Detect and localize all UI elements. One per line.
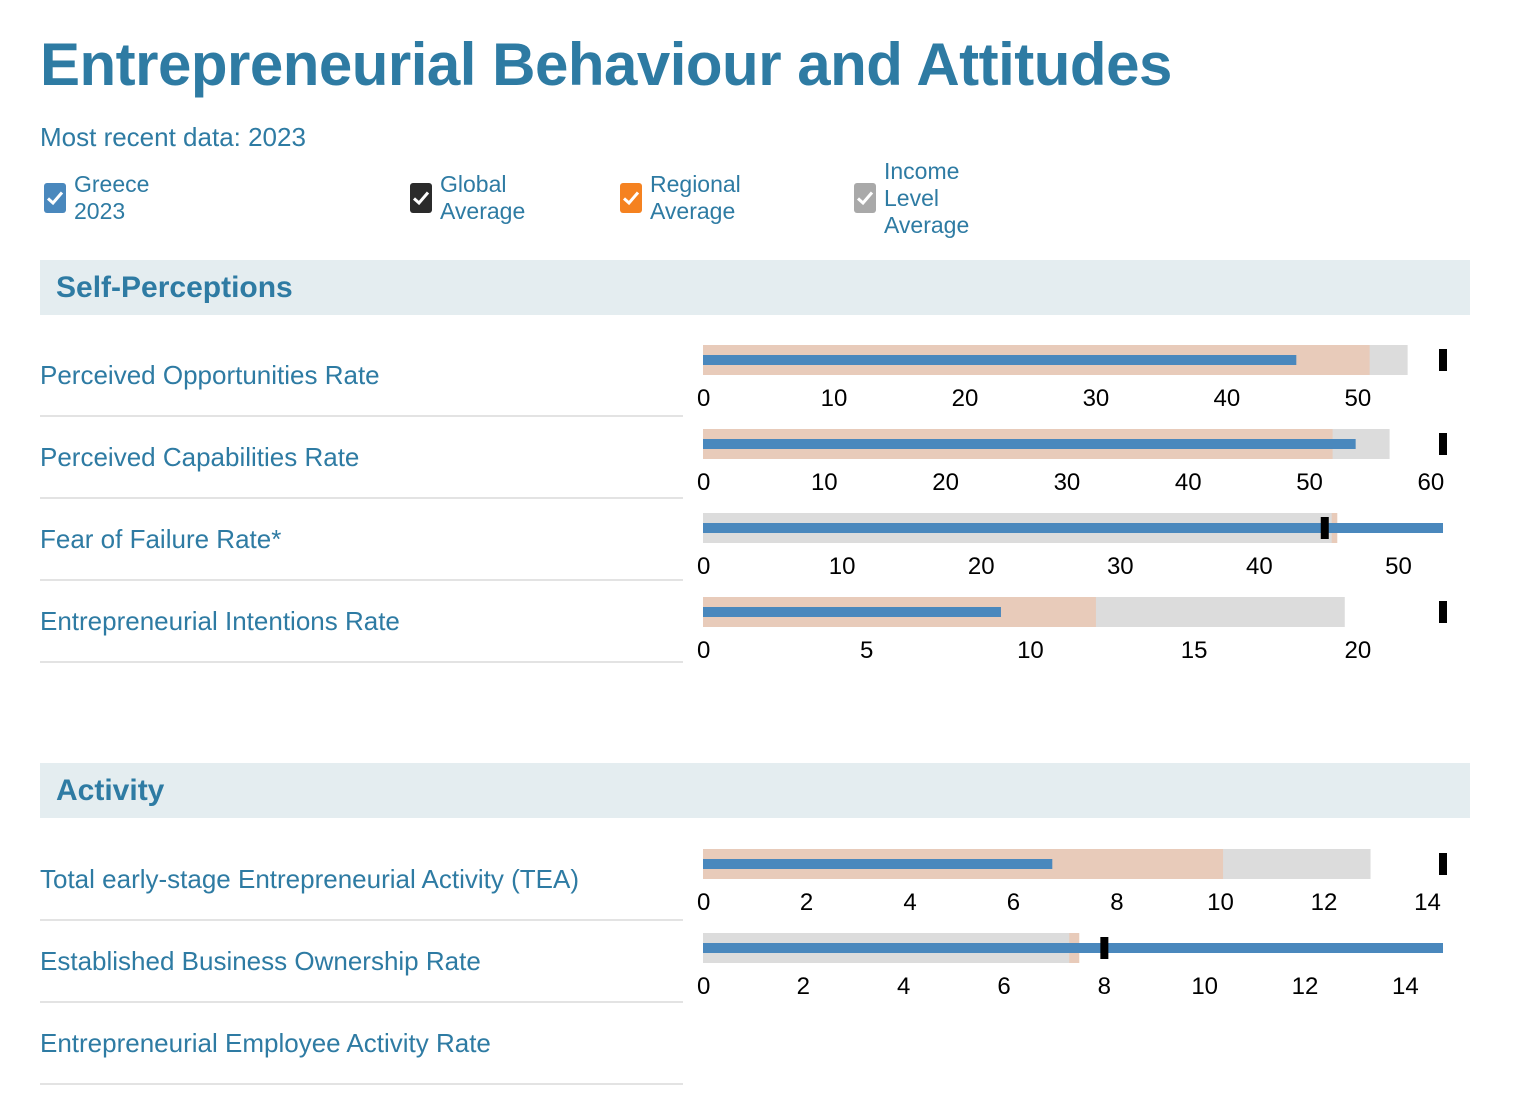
- metric-label[interactable]: Entrepreneurial Employee Activity Rate: [40, 1028, 491, 1058]
- axis-tick-label: 50: [1385, 553, 1412, 580]
- global-average-marker: [1439, 433, 1447, 455]
- page-title: Entrepreneurial Behaviour and Attitudes: [40, 31, 1172, 98]
- axis-tick-label: 0: [697, 973, 710, 1000]
- axis-tick-label: 10: [829, 553, 856, 580]
- legend-income-toggle[interactable]: Income Level Average: [854, 158, 977, 238]
- country-value-bar: [703, 439, 1356, 449]
- row-divider: [40, 661, 683, 663]
- axis-tick-label: 10: [1207, 889, 1234, 916]
- row-divider: [40, 1001, 683, 1003]
- row-divider: [40, 919, 683, 921]
- axis-tick-label: 5: [860, 637, 873, 664]
- checkbox-icon[interactable]: [410, 183, 432, 213]
- metric-label[interactable]: Fear of Failure Rate*: [40, 524, 282, 554]
- axis-tick-label: 50: [1296, 469, 1323, 496]
- country-value-bar: [703, 355, 1297, 365]
- axis-tick-label: 15: [1181, 637, 1208, 664]
- axis-tick-label: 2: [800, 889, 813, 916]
- section-title: Self-Perceptions: [56, 271, 293, 304]
- global-average-marker: [1439, 349, 1447, 371]
- axis-tick-label: 30: [1054, 469, 1081, 496]
- axis-tick-label: 8: [1110, 889, 1123, 916]
- legend-greece-toggle[interactable]: Greece 2023: [44, 171, 157, 224]
- row-divider: [40, 1083, 683, 1085]
- axis-tick-label: 40: [1214, 385, 1241, 412]
- axis-tick-label: 40: [1175, 469, 1202, 496]
- country-value-bar: [703, 607, 1001, 617]
- row-divider: [40, 497, 683, 499]
- section-header-activity: Activity: [40, 763, 1470, 818]
- metric-label[interactable]: Perceived Capabilities Rate: [40, 442, 360, 472]
- axis-tick-label: 10: [821, 385, 848, 412]
- axis-tick-label: 50: [1345, 385, 1372, 412]
- checkbox-icon[interactable]: [620, 183, 642, 213]
- axis-tick-label: 10: [1191, 973, 1218, 1000]
- legend-regional-toggle[interactable]: Regional Average: [620, 171, 749, 224]
- legend-label: Regional Average: [650, 171, 741, 224]
- axis-tick-label: 20: [968, 553, 995, 580]
- axis-tick-label: 30: [1083, 385, 1110, 412]
- axis-tick-label: 20: [1345, 637, 1372, 664]
- axis-tick-label: 20: [932, 469, 959, 496]
- country-value-bar: [703, 523, 1443, 533]
- axis-tick-label: 4: [897, 973, 910, 1000]
- row-divider: [40, 415, 683, 417]
- metric-label[interactable]: Perceived Opportunities Rate: [40, 360, 380, 390]
- axis-tick-label: 0: [697, 637, 710, 664]
- axis-tick-label: 40: [1246, 553, 1273, 580]
- metric-label[interactable]: Total early-stage Entrepreneurial Activi…: [40, 864, 579, 894]
- axis-tick-label: 8: [1098, 973, 1111, 1000]
- metric-label[interactable]: Entrepreneurial Intentions Rate: [40, 606, 400, 636]
- axis-tick-label: 10: [1017, 637, 1044, 664]
- axis-tick-label: 0: [697, 385, 710, 412]
- axis-tick-label: 0: [697, 469, 710, 496]
- legend-label: Greece 2023: [74, 171, 150, 224]
- axis-tick-label: 30: [1107, 553, 1134, 580]
- metric-label[interactable]: Established Business Ownership Rate: [40, 946, 481, 976]
- axis-tick-label: 10: [811, 469, 838, 496]
- axis-tick-label: 6: [997, 973, 1010, 1000]
- global-average-marker: [1439, 853, 1447, 875]
- global-average-marker: [1439, 601, 1447, 623]
- checkbox-icon[interactable]: [44, 183, 66, 213]
- legend-label: Global Average: [440, 171, 526, 224]
- row-divider: [40, 579, 683, 581]
- axis-tick-label: 14: [1392, 973, 1419, 1000]
- checkbox-icon[interactable]: [854, 183, 876, 213]
- axis-tick-label: 12: [1292, 973, 1319, 1000]
- section-header-self-perceptions: Self-Perceptions: [40, 260, 1470, 315]
- axis-tick-label: 60: [1418, 469, 1445, 496]
- axis-tick-label: 14: [1414, 889, 1441, 916]
- axis-tick-label: 4: [903, 889, 916, 916]
- page-subtitle: Most recent data: 2023: [40, 122, 306, 152]
- legend-global-toggle[interactable]: Global Average: [410, 171, 533, 224]
- axis-tick-label: 2: [797, 973, 810, 1000]
- axis-tick-label: 0: [697, 889, 710, 916]
- global-average-marker: [1100, 937, 1109, 959]
- section-title: Activity: [56, 774, 165, 807]
- axis-tick-label: 12: [1311, 889, 1338, 916]
- axis-tick-label: 0: [697, 553, 710, 580]
- axis-tick-label: 6: [1007, 889, 1020, 916]
- legend-label: Income Level Average: [884, 157, 970, 238]
- global-average-marker: [1320, 517, 1329, 539]
- country-value-bar: [703, 859, 1053, 869]
- country-value-bar: [703, 943, 1443, 953]
- axis-tick-label: 20: [952, 385, 979, 412]
